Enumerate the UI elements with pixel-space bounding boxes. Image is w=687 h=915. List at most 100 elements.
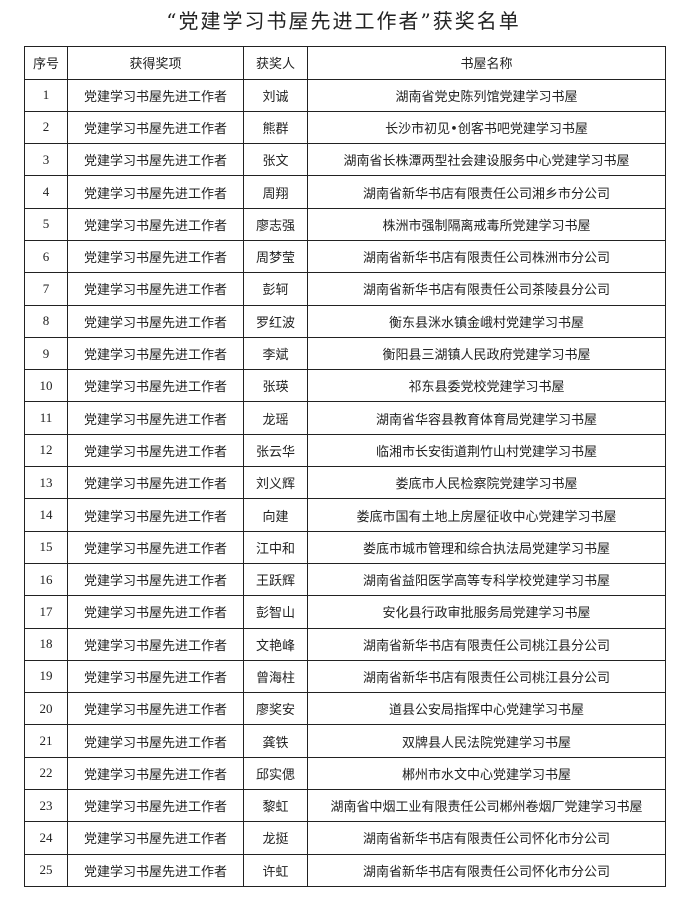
award-cell: 党建学习书屋先进工作者 [67, 466, 244, 500]
award-cell: 党建学习书屋先进工作者 [67, 272, 244, 306]
row-number: 5 [24, 207, 68, 241]
table-row: 18 党建学习书屋先进工作者 文艳峰 湖南省新华书店有限责任公司桃江县分公司 [24, 627, 666, 661]
library-name-cell: 郴州市水文中心党建学习书屋 [307, 756, 666, 791]
award-cell: 党建学习书屋先进工作者 [67, 304, 244, 338]
library-name-cell: 双牌县人民法院党建学习书屋 [307, 724, 666, 758]
awardee-cell: 熊群 [243, 110, 308, 145]
library-name-cell: 湖南省新华书店有限责任公司株洲市分公司 [307, 239, 666, 274]
header-number: 序号 [24, 46, 68, 80]
library-name-cell: 临湘市长安街道荆竹山村党建学习书屋 [307, 433, 666, 468]
row-number: 24 [24, 821, 68, 855]
header-library-name: 书屋名称 [307, 46, 666, 80]
table-row: 21 党建学习书屋先进工作者 龚铁 双牌县人民法院党建学习书屋 [24, 724, 666, 758]
table-row: 7 党建学习书屋先进工作者 彭轲 湖南省新华书店有限责任公司茶陵县分公司 [24, 272, 666, 306]
awardee-cell: 龙挺 [243, 821, 308, 855]
library-name-cell: 安化县行政审批服务局党建学习书屋 [307, 595, 666, 629]
row-number: 13 [24, 466, 68, 500]
library-name-cell: 娄底市城市管理和综合执法局党建学习书屋 [307, 530, 666, 564]
award-cell: 党建学习书屋先进工作者 [67, 78, 244, 112]
row-number: 9 [24, 336, 68, 371]
library-name-cell: 湖南省新华书店有限责任公司桃江县分公司 [307, 659, 666, 694]
row-number: 11 [24, 401, 68, 435]
award-cell: 党建学习书屋先进工作者 [67, 627, 244, 661]
awardee-cell: 江中和 [243, 530, 308, 564]
awardee-cell: 王跃辉 [243, 562, 308, 597]
awardee-cell: 龙瑶 [243, 401, 308, 435]
library-name-cell: 衡阳县三湖镇人民政府党建学习书屋 [307, 336, 666, 371]
table-row: 5 党建学习书屋先进工作者 廖志强 株洲市强制隔离戒毒所党建学习书屋 [24, 207, 666, 241]
award-cell: 党建学习书屋先进工作者 [67, 562, 244, 597]
row-number: 18 [24, 627, 68, 661]
awardee-cell: 黎虹 [243, 789, 308, 823]
library-name-cell: 湖南省长株潭两型社会建设服务中心党建学习书屋 [307, 143, 666, 177]
table-row: 22 党建学习书屋先进工作者 邱实偲 郴州市水文中心党建学习书屋 [24, 756, 666, 791]
row-number: 22 [24, 756, 68, 791]
award-cell: 党建学习书屋先进工作者 [67, 175, 244, 209]
library-name-cell: 娄底市人民检察院党建学习书屋 [307, 466, 666, 500]
row-number: 23 [24, 789, 68, 823]
library-name-cell: 湖南省新华书店有限责任公司茶陵县分公司 [307, 272, 666, 306]
award-cell: 党建学习书屋先进工作者 [67, 207, 244, 241]
award-cell: 党建学习书屋先进工作者 [67, 110, 244, 145]
table-row: 6 党建学习书屋先进工作者 周梦莹 湖南省新华书店有限责任公司株洲市分公司 [24, 239, 666, 274]
awardee-cell: 文艳峰 [243, 627, 308, 661]
award-cell: 党建学习书屋先进工作者 [67, 239, 244, 274]
awardee-cell: 向建 [243, 498, 308, 532]
library-name-cell: 道县公安局指挥中心党建学习书屋 [307, 692, 666, 726]
table-row: 14 党建学习书屋先进工作者 向建 娄底市国有土地上房屋征收中心党建学习书屋 [24, 498, 666, 532]
awardees-table: 序号 获得奖项 获奖人 书屋名称 1 党建学习书屋先进工作者 刘诚 湖南省党史陈列馆党… [24, 46, 666, 887]
award-cell: 党建学习书屋先进工作者 [67, 530, 244, 564]
table-row: 8 党建学习书屋先进工作者 罗红波 衡东县洣水镇金峨村党建学习书屋 [24, 304, 666, 338]
row-number: 12 [24, 433, 68, 468]
table-row: 20 党建学习书屋先进工作者 廖奖安 道县公安局指挥中心党建学习书屋 [24, 692, 666, 726]
table-row: 11 党建学习书屋先进工作者 龙瑶 湖南省华容县教育体育局党建学习书屋 [24, 401, 666, 435]
table-row: 12 党建学习书屋先进工作者 张云华 临湘市长安街道荆竹山村党建学习书屋 [24, 433, 666, 468]
awardee-cell: 周翔 [243, 175, 308, 209]
awardee-cell: 张文 [243, 143, 308, 177]
table-row: 2 党建学习书屋先进工作者 熊群 长沙市初见•创客书吧党建学习书屋 [24, 110, 666, 145]
award-cell: 党建学习书屋先进工作者 [67, 498, 244, 532]
awardee-cell: 周梦莹 [243, 239, 308, 274]
awardee-cell: 廖志强 [243, 207, 308, 241]
table-row: 24 党建学习书屋先进工作者 龙挺 湖南省新华书店有限责任公司怀化市分公司 [24, 821, 666, 855]
awardee-cell: 彭智山 [243, 595, 308, 629]
award-cell: 党建学习书屋先进工作者 [67, 369, 244, 403]
library-name-cell: 湖南省新华书店有限责任公司怀化市分公司 [307, 853, 666, 887]
award-cell: 党建学习书屋先进工作者 [67, 401, 244, 435]
table-row: 4 党建学习书屋先进工作者 周翔 湖南省新华书店有限责任公司湘乡市分公司 [24, 175, 666, 209]
row-number: 3 [24, 143, 68, 177]
awardee-cell: 张云华 [243, 433, 308, 468]
table-row: 1 党建学习书屋先进工作者 刘诚 湖南省党史陈列馆党建学习书屋 [24, 78, 666, 112]
award-cell: 党建学习书屋先进工作者 [67, 433, 244, 468]
table-row: 16 党建学习书屋先进工作者 王跃辉 湖南省益阳医学高等专科学校党建学习书屋 [24, 562, 666, 597]
table-row: 23 党建学习书屋先进工作者 黎虹 湖南省中烟工业有限责任公司郴州卷烟厂党建学习书屋 [24, 789, 666, 823]
award-cell: 党建学习书屋先进工作者 [67, 821, 244, 855]
row-number: 20 [24, 692, 68, 726]
awardee-cell: 曾海柱 [243, 659, 308, 694]
row-number: 8 [24, 304, 68, 338]
awardee-cell: 刘义辉 [243, 466, 308, 500]
award-cell: 党建学习书屋先进工作者 [67, 143, 244, 177]
library-name-cell: 湖南省华容县教育体育局党建学习书屋 [307, 401, 666, 435]
library-name-cell: 株洲市强制隔离戒毒所党建学习书屋 [307, 207, 666, 241]
row-number: 19 [24, 659, 68, 694]
library-name-cell: 娄底市国有土地上房屋征收中心党建学习书屋 [307, 498, 666, 532]
row-number: 16 [24, 562, 68, 597]
award-cell: 党建学习书屋先进工作者 [67, 724, 244, 758]
row-number: 10 [24, 369, 68, 403]
awardee-cell: 邱实偲 [243, 756, 308, 791]
awardee-cell: 彭轲 [243, 272, 308, 306]
row-number: 14 [24, 498, 68, 532]
table-row: 13 党建学习书屋先进工作者 刘义辉 娄底市人民检察院党建学习书屋 [24, 466, 666, 500]
row-number: 25 [24, 853, 68, 887]
table-row: 25 党建学习书屋先进工作者 许虹 湖南省新华书店有限责任公司怀化市分公司 [24, 853, 666, 887]
row-number: 4 [24, 175, 68, 209]
award-cell: 党建学习书屋先进工作者 [67, 336, 244, 371]
table-row: 3 党建学习书屋先进工作者 张文 湖南省长株潭两型社会建设服务中心党建学习书屋 [24, 143, 666, 177]
award-cell: 党建学习书屋先进工作者 [67, 692, 244, 726]
award-cell: 党建学习书屋先进工作者 [67, 853, 244, 887]
table-row: 10 党建学习书屋先进工作者 张瑛 祁东县委党校党建学习书屋 [24, 369, 666, 403]
library-name-cell: 湖南省新华书店有限责任公司湘乡市分公司 [307, 175, 666, 209]
library-name-cell: 祁东县委党校党建学习书屋 [307, 369, 666, 403]
awardee-cell: 李斌 [243, 336, 308, 371]
